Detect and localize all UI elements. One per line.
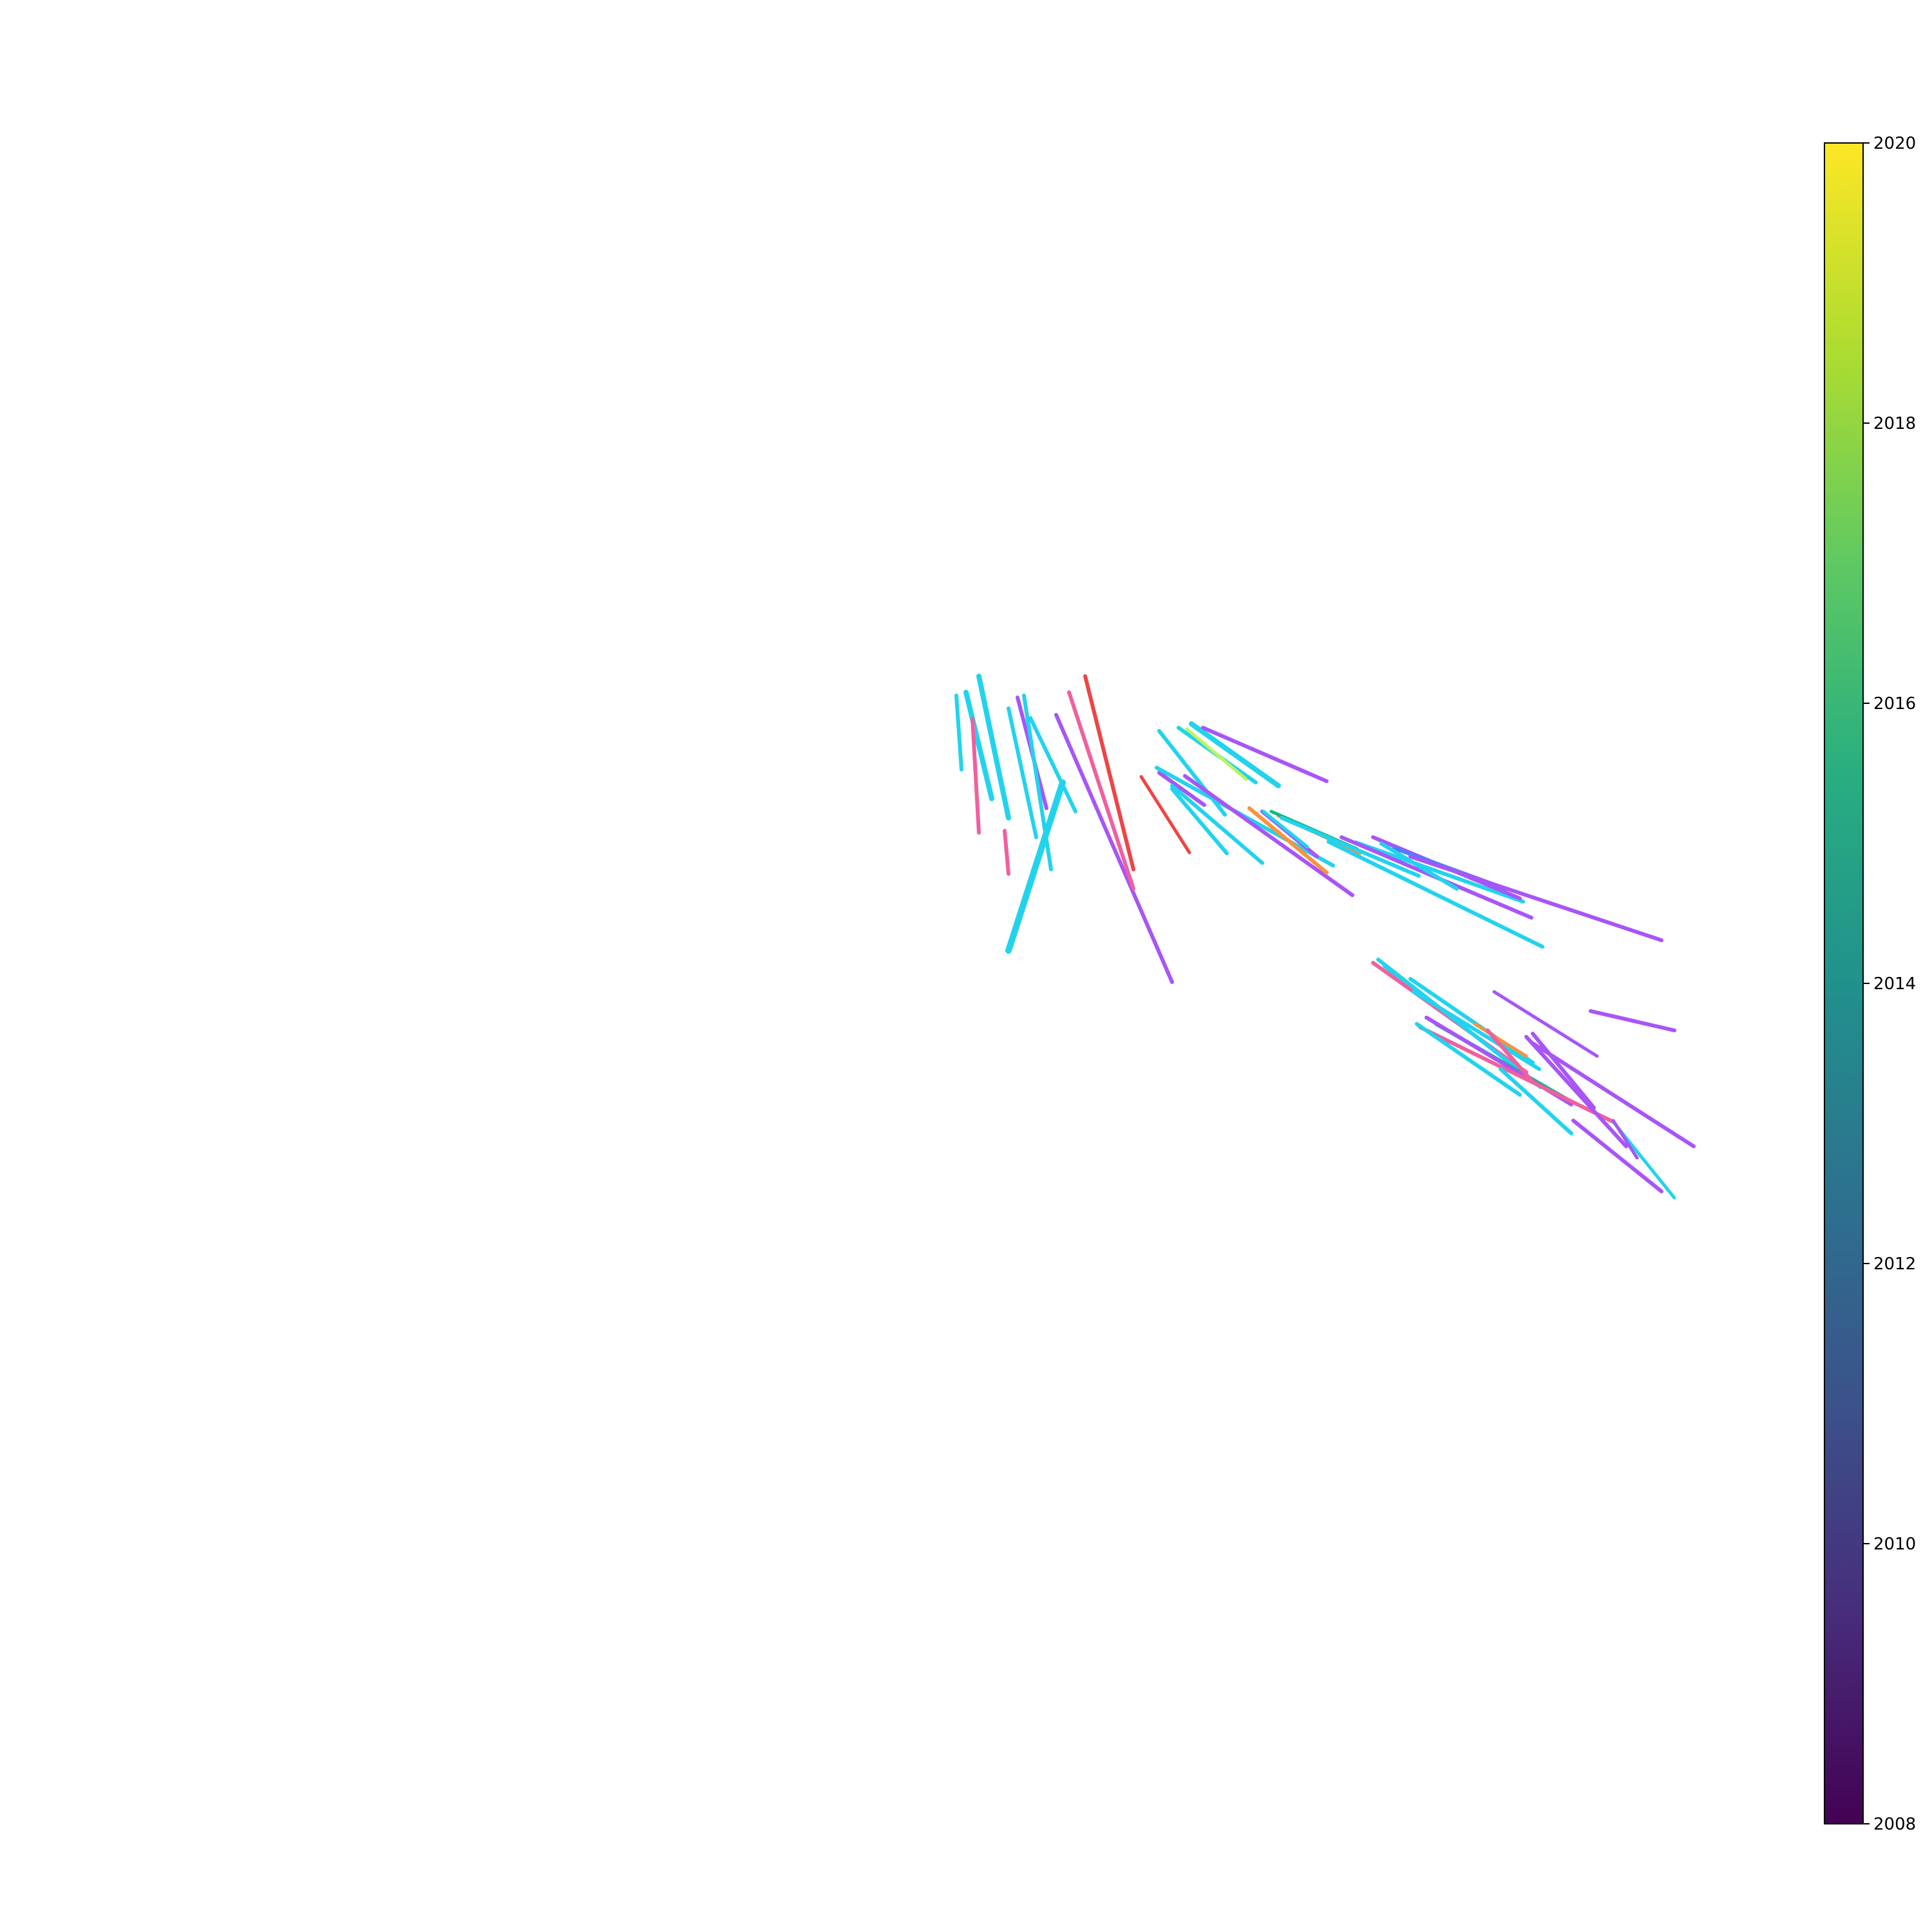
colorbar-tick-label-0: 2008 [1873, 1815, 1916, 1834]
colorbar-tick-label-2: 2012 [1873, 1255, 1916, 1274]
segment-22 [1170, 784, 1264, 865]
segment-23 [1183, 774, 1354, 897]
segment-17 [1139, 775, 1191, 855]
segment-54 [1589, 1009, 1676, 1032]
segment-52 [1412, 990, 1541, 1071]
segment-36 [1379, 842, 1459, 891]
segment-4 [1007, 706, 1038, 839]
segment-12 [1083, 674, 1135, 871]
segment-0 [1005, 779, 1066, 954]
segment-24 [1247, 806, 1329, 875]
segment-30 [1354, 840, 1525, 904]
segment-18 [1170, 787, 1229, 855]
segment-39 [1376, 958, 1542, 1089]
segment-2 [954, 694, 963, 772]
segment-47 [1524, 1035, 1628, 1148]
segment-48 [1571, 1119, 1663, 1193]
segment-9 [1028, 716, 1077, 813]
segment-55 [1499, 1067, 1573, 1135]
colorbar: 2008 2010 2012 2014 2016 2018 2020 [1824, 134, 1916, 1834]
segment-53 [1492, 990, 1599, 1058]
segment-10 [1054, 713, 1174, 984]
segment-29 [1280, 816, 1421, 878]
segment-6 [971, 717, 981, 835]
segment-3 [963, 690, 994, 801]
segment-44 [1418, 1025, 1615, 1124]
radial-segments-group [954, 674, 1696, 1200]
segment-43 [1473, 1022, 1528, 1058]
segment-45 [1415, 1022, 1522, 1097]
segment-7 [1003, 829, 1010, 876]
colorbar-tick-label-1: 2010 [1873, 1535, 1916, 1554]
colorbar-gradient [1824, 142, 1864, 1824]
segment-15 [1189, 721, 1281, 788]
colorbar-tick-label-6: 2020 [1873, 134, 1916, 153]
colorbar-tick-label-5: 2018 [1873, 414, 1916, 433]
colorbar-ticks: 2008 2010 2012 2014 2016 2018 2020 [1863, 134, 1916, 1834]
segment-46 [1531, 1032, 1596, 1110]
colorbar-tick-label-3: 2014 [1873, 974, 1916, 994]
segment-56 [1486, 1028, 1535, 1084]
colorbar-tick-label-4: 2016 [1873, 694, 1916, 714]
segment-26 [1262, 810, 1309, 849]
segment-16 [1185, 727, 1248, 781]
segment-51 [1531, 1041, 1696, 1148]
segment-1 [976, 674, 1011, 820]
segment-50 [1611, 1119, 1639, 1160]
segment-35 [1408, 855, 1663, 942]
segment-31 [1327, 840, 1544, 949]
segment-11 [1067, 690, 1135, 891]
segment-20 [1157, 771, 1206, 807]
segment-19 [1201, 726, 1329, 783]
segment-8 [1022, 694, 1053, 871]
